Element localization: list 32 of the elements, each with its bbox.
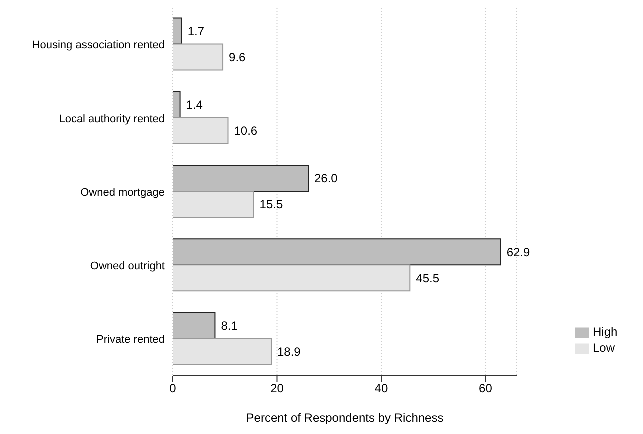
bar xyxy=(173,91,181,118)
x-axis-title: Percent of Respondents by Richness xyxy=(246,411,444,425)
bar xyxy=(173,338,272,366)
y-tick-label: Private rented xyxy=(96,334,165,346)
data-label: 8.1 xyxy=(221,318,238,333)
bar xyxy=(173,44,224,71)
data-label: 1.4 xyxy=(186,98,204,112)
data-label: 1.7 xyxy=(188,24,205,39)
data-label: 18.9 xyxy=(278,344,302,359)
data-label: 45.5 xyxy=(416,271,440,286)
y-tick-label: Owned mortgage xyxy=(80,186,165,199)
x-tick-label: 60 xyxy=(479,382,493,396)
x-tick-label: 20 xyxy=(270,382,284,396)
data-label: 10.6 xyxy=(234,124,258,138)
data-label: 26.0 xyxy=(314,172,338,186)
data-label: 15.5 xyxy=(260,198,284,212)
x-tick-label: 0 xyxy=(170,382,177,396)
legend-label: Low xyxy=(593,341,616,355)
x-tick-label: 40 xyxy=(374,382,388,396)
y-tick-label: Local authority rented xyxy=(59,113,165,126)
data-label: 9.6 xyxy=(229,50,246,65)
bar xyxy=(173,238,502,266)
bar xyxy=(173,18,182,45)
bar xyxy=(173,165,310,192)
legend-label: High xyxy=(593,325,618,339)
bar xyxy=(173,191,254,218)
data-label: 62.9 xyxy=(506,245,531,260)
y-tick-label: Owned outright xyxy=(90,260,165,273)
bar xyxy=(173,312,216,340)
bar xyxy=(173,117,229,144)
y-tick-label: Housing association rented xyxy=(32,40,165,52)
bar xyxy=(173,264,411,292)
